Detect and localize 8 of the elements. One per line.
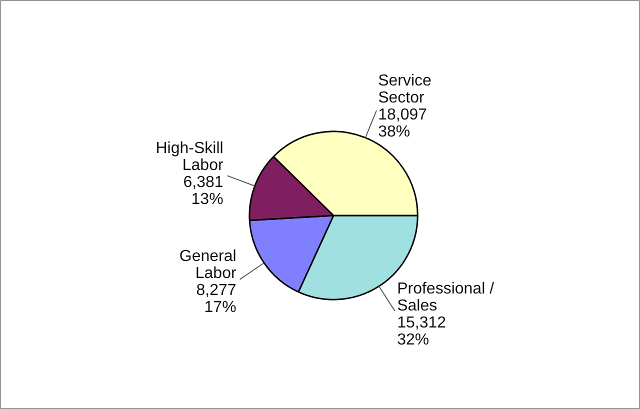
data-label: 8,277 17% bbox=[196, 282, 236, 316]
slice-label: High-Skill Labor bbox=[156, 140, 224, 174]
data-label: 6,381 13% bbox=[183, 174, 224, 208]
slice-label: Professional / Sales bbox=[397, 280, 495, 314]
data-label: 15,312 32% bbox=[397, 314, 446, 348]
slice-label: General Labor bbox=[179, 248, 237, 282]
data-label: 18,097 38% bbox=[378, 106, 428, 141]
slice-label: Service Sector bbox=[378, 72, 432, 107]
